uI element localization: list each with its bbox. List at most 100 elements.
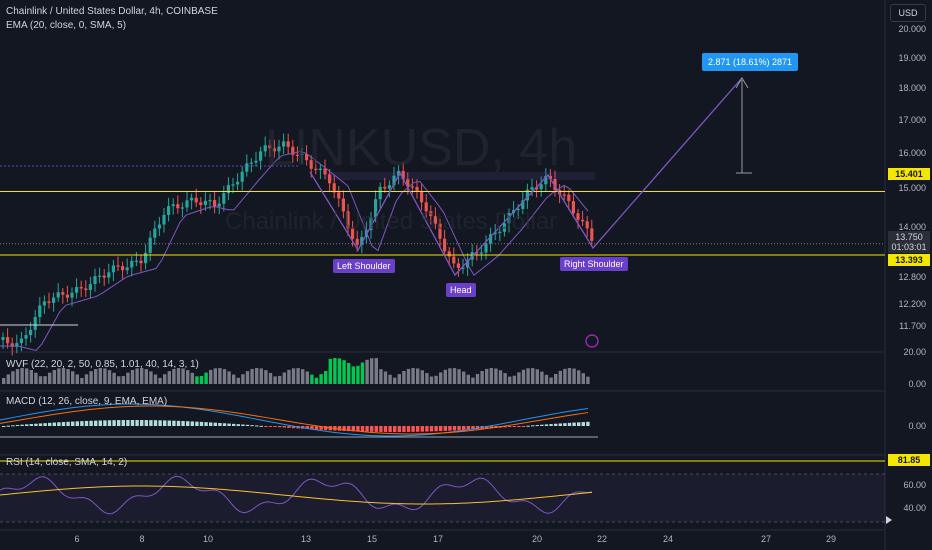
price-tick: 14.000 [898,222,926,232]
candle-body [217,203,221,207]
price-tick: 11.700 [899,321,926,331]
wvf-bar [503,373,507,384]
macd-histogram-bar [416,426,420,432]
candle-body [535,187,539,190]
macd-histogram-bar [406,426,411,432]
wvf-bar [153,374,158,384]
wvf-bar [20,368,24,384]
macd-histogram-bar [218,422,222,426]
macd-histogram-bar [512,426,516,427]
wvf-bar [121,376,125,384]
current-price-tag: 13.750 [888,231,930,243]
wvf-bar [383,371,388,384]
candle-body [236,181,240,185]
macd-histogram-bar [250,425,254,427]
wvf-bar [328,358,332,384]
macd-histogram-bar [356,426,360,432]
macd-histogram-bar [20,424,24,426]
macd-histogram-bar [245,424,250,426]
macd-histogram-bar [351,426,355,432]
candle-body [116,265,120,267]
wvf-bar [259,368,263,384]
macd-histogram-bar [383,426,388,432]
candle-body [88,284,92,291]
candle-body [548,175,552,179]
candle-body [249,162,253,164]
currency-button[interactable]: USD [890,4,926,22]
candle-body [176,204,180,209]
candle-body [268,145,272,149]
wvf-bar [471,377,475,384]
candle-body [443,238,447,252]
candle-body [567,194,571,202]
candle-body [291,146,295,155]
macd-line [0,403,589,437]
wvf-bar [324,371,328,384]
candle-body [259,151,263,161]
wvf-bar [140,368,144,384]
candle-body [121,266,125,271]
macd-histogram-bar [80,421,84,426]
wvf-bar [195,376,199,384]
price-tick: 18.000 [898,83,926,93]
wvf-bar [218,368,222,384]
wvf-bar [107,370,112,384]
price-tick: 15.000 [898,183,926,193]
candle-body [429,211,433,217]
wvf-bar [190,372,194,384]
wvf-bar [563,368,567,384]
candle-body [222,193,226,204]
projection-label: 2.871 (18.61%) 2871 [702,53,799,71]
wvf-bar [535,369,539,384]
macd-histogram-bar [508,426,512,428]
wvf-bar [462,371,466,384]
macd-histogram-bar [236,424,240,426]
candle-body [392,175,396,186]
wvf-bar [310,374,314,384]
rsi-band [0,474,885,522]
macd-histogram-bar [457,426,461,431]
projection-arrowhead [735,77,749,89]
macd-histogram-bar [466,426,470,430]
wvf-bar [333,358,337,384]
macd-histogram-bar [167,420,171,426]
wvf-bar [84,374,89,384]
candle-body [213,200,217,207]
wvf-bar [498,370,503,384]
candle-body [424,202,428,212]
wvf-bar [365,359,369,384]
candle-body [75,287,79,293]
macd-histogram-bar [347,426,351,432]
scroll-arrow-icon [886,516,892,524]
candle-body [272,148,276,152]
wvf-bar [176,368,181,384]
candle-body [277,146,281,152]
wvf-bar [420,370,424,384]
wvf-bar [181,368,185,384]
macd-histogram-bar [273,426,277,427]
watermark-name: Chainlink / United States Dollar [225,208,558,235]
wvf-bar [57,368,61,384]
candle-body [231,184,235,186]
price-tick: 16.000 [898,148,926,158]
macd-histogram-bar [489,426,493,429]
candle-body [226,185,230,194]
macd-histogram-bar [259,425,263,427]
macd-histogram-bar [144,420,148,426]
macd-histogram-bar [43,423,47,426]
wvf-bar [291,368,296,384]
wvf-bar [209,369,213,384]
candle-body [1,337,5,340]
candle-body [585,221,589,229]
wvf-bar [241,374,245,384]
wvf-bar [443,369,447,384]
macd-histogram-bar [255,425,259,427]
candle-body [369,217,373,231]
candle-body [314,168,318,171]
wvf-bar [475,374,480,384]
candle-body [47,301,51,303]
candle-body [502,223,506,232]
macd-histogram-bar [135,420,139,426]
time-tick: 24 [662,534,673,544]
